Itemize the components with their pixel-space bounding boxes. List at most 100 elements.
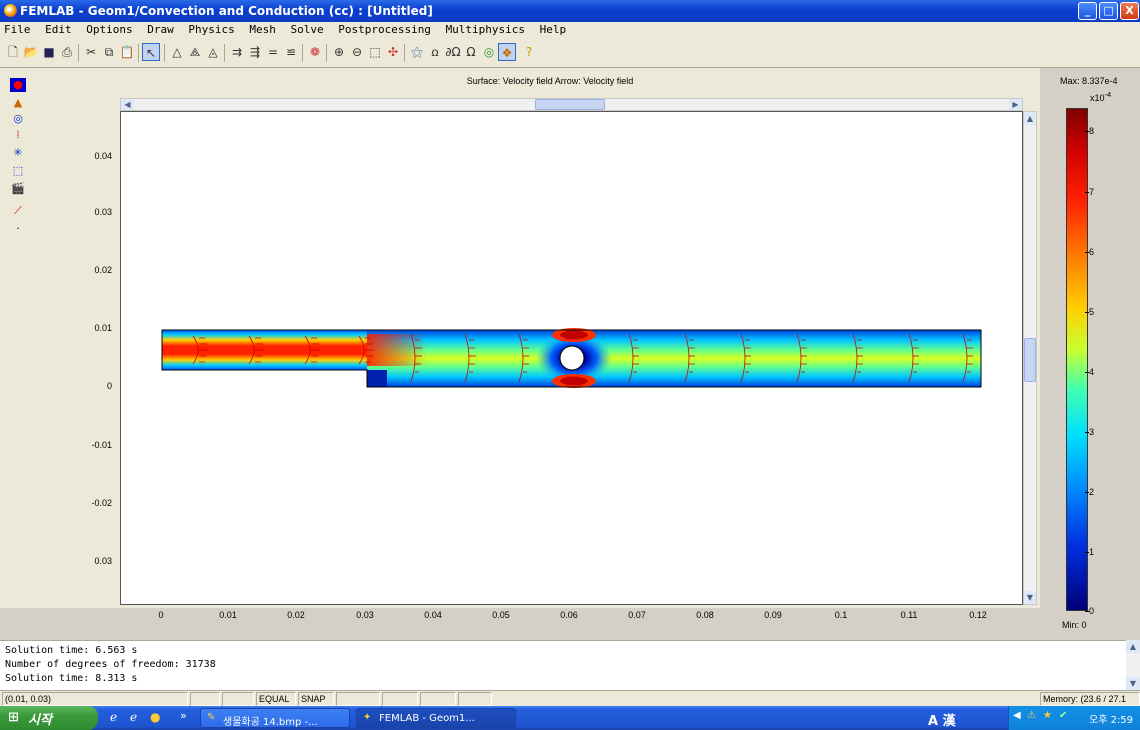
message-scrollbar[interactable]: ▲ ▼ xyxy=(1126,640,1140,690)
colorbar-tick: 8 xyxy=(1084,126,1095,136)
scroll-up-icon[interactable]: ▲ xyxy=(1126,640,1140,653)
status-slot xyxy=(222,692,254,706)
arrow-plot-icon[interactable]: ⁞ xyxy=(16,128,20,141)
scroll-down-icon[interactable]: ▼ xyxy=(1126,677,1140,690)
minimize-button[interactable]: _ xyxy=(1078,2,1097,20)
log-line: Solution time: 6.563 s xyxy=(5,645,138,656)
zoom-in-icon[interactable]: ⊕ xyxy=(333,45,345,59)
mesh-icon[interactable]: ⟁ xyxy=(189,45,201,59)
equal-toggle[interactable]: EQUAL xyxy=(256,692,296,706)
print-icon[interactable]: ⎙ xyxy=(62,45,72,59)
media-icon[interactable]: ● xyxy=(150,710,161,724)
particle-icon[interactable]: ⬚ xyxy=(12,164,24,177)
menu-edit[interactable]: Edit xyxy=(45,23,72,36)
equals-icon[interactable]: = xyxy=(267,45,279,59)
x-tick: 0.02 xyxy=(287,610,305,620)
paste-icon[interactable]: 📋 xyxy=(119,45,135,59)
colorbar-exponent-power: -4 xyxy=(1104,90,1112,99)
menu-help[interactable]: Help xyxy=(539,23,567,36)
tray-icon[interactable]: ★ xyxy=(1043,710,1052,721)
menu-options[interactable]: Options xyxy=(86,23,133,36)
system-tray: ◀ ⚠ ★ ✔ 오후 2:59 xyxy=(1008,706,1140,730)
vertical-scroll-thumb[interactable] xyxy=(1024,338,1036,382)
model-navigator-icon[interactable]: ⚝ xyxy=(411,45,423,59)
maximize-button[interactable]: □ xyxy=(1099,2,1118,20)
postprocess-icon[interactable]: ❖ xyxy=(498,43,516,61)
scroll-right-icon[interactable]: ▶ xyxy=(1009,99,1022,110)
contour-plot-icon[interactable]: ◎ xyxy=(13,112,23,125)
copy-icon[interactable]: ⧉ xyxy=(104,45,114,59)
open-icon[interactable]: 📂 xyxy=(23,45,39,59)
menu-solve[interactable]: Solve xyxy=(290,23,324,36)
step-corner xyxy=(367,370,387,387)
tray-icon[interactable]: ✔ xyxy=(1059,710,1068,721)
plot-parameters-icon[interactable]: ❁ xyxy=(309,45,321,59)
subdomain-settings-icon[interactable]: ꭥ xyxy=(431,45,439,59)
menu-draw[interactable]: Draw xyxy=(147,23,174,36)
task-bmp[interactable]: ✎ 생물화공 14.bmp -... xyxy=(200,708,350,728)
menu-multiphysics[interactable]: Multiphysics xyxy=(445,23,526,36)
status-slot[interactable] xyxy=(458,692,492,706)
help-icon[interactable]: ? xyxy=(525,45,533,59)
zoom-out-icon[interactable]: ⊖ xyxy=(351,45,363,59)
plot-canvas[interactable] xyxy=(120,111,1023,605)
point-icon[interactable]: · xyxy=(16,222,20,235)
clock: 오후 2:59 xyxy=(1089,715,1134,726)
refine-icon[interactable]: ◬ xyxy=(208,45,218,59)
menu-file[interactable]: File xyxy=(4,23,31,36)
status-slot[interactable] xyxy=(336,692,380,706)
paint-icon: ✎ xyxy=(207,712,216,723)
x-tick: 0.03 xyxy=(356,610,374,620)
tray-icon[interactable]: ⚠ xyxy=(1027,710,1036,721)
menu-postprocessing[interactable]: Postprocessing xyxy=(338,23,431,36)
colorbar-tick: 7 xyxy=(1084,187,1095,197)
scroll-up-icon[interactable]: ▲ xyxy=(1024,112,1036,125)
scroll-left-icon[interactable]: ◀ xyxy=(121,99,134,110)
start-label: 시작 xyxy=(28,713,52,728)
task-femlab[interactable]: ✦ FEMLAB - Geom1... xyxy=(356,708,516,728)
line-plot-icon[interactable]: ⟋ xyxy=(14,204,22,217)
physics-boundary-icon[interactable]: ⇶ xyxy=(249,45,261,59)
x-tick: 0.08 xyxy=(696,610,714,620)
vertical-scrollbar[interactable]: ▲ ▼ xyxy=(1023,111,1037,605)
close-button[interactable]: X xyxy=(1120,2,1139,20)
save-icon[interactable]: ■ xyxy=(43,45,55,59)
y-tick: -0.02 xyxy=(91,498,112,508)
streamline-plot-icon[interactable]: ✳ xyxy=(13,146,23,159)
zoom-window-icon[interactable]: ⬚ xyxy=(369,45,381,59)
ie-icon[interactable]: ℯ xyxy=(110,710,118,724)
status-slot[interactable] xyxy=(420,692,456,706)
tray-icon[interactable]: ◀ xyxy=(1013,710,1021,721)
draw-mode-icon[interactable]: △ xyxy=(172,45,182,59)
animate-icon[interactable]: 🎬 xyxy=(11,182,25,195)
surface-plot-icon[interactable]: ● xyxy=(10,78,26,92)
status-slot[interactable] xyxy=(382,692,418,706)
x-tick: 0.06 xyxy=(560,610,578,620)
omega-icon[interactable]: Ω xyxy=(466,45,476,59)
jet-region xyxy=(367,334,427,366)
boundary-settings-icon[interactable]: ∂Ω xyxy=(445,45,461,59)
menu-physics[interactable]: Physics xyxy=(188,23,235,36)
app-icon[interactable] xyxy=(4,4,17,17)
x-tick: 0.11 xyxy=(900,610,918,620)
cut-icon[interactable]: ✂ xyxy=(85,45,97,59)
colorbar-tick: 4 xyxy=(1084,367,1095,377)
horizontal-scrollbar[interactable]: ◀ ▶ xyxy=(120,98,1023,111)
select-icon[interactable]: ↖ xyxy=(142,43,160,61)
ime-indicator[interactable]: A 漢 xyxy=(928,714,956,729)
chevron-right-icon[interactable]: » xyxy=(180,709,187,722)
quicklaunch-icon[interactable]: ℯ xyxy=(130,710,138,724)
snap-toggle[interactable]: SNAP xyxy=(298,692,334,706)
horizontal-scroll-thumb[interactable] xyxy=(535,99,605,110)
scroll-down-icon[interactable]: ▼ xyxy=(1024,591,1036,604)
zoom-extents-icon[interactable]: ✣ xyxy=(387,45,399,59)
boundary-plot-icon[interactable]: ▲ xyxy=(13,96,23,109)
solve-icon[interactable]: ≌ xyxy=(285,45,297,59)
new-icon[interactable]: 🗋 xyxy=(8,45,18,59)
menu-mesh[interactable]: Mesh xyxy=(249,23,276,36)
physics-subdomain-icon[interactable]: ⇉ xyxy=(231,45,243,59)
message-log[interactable]: Solution time: 6.563 s Number of degrees… xyxy=(0,640,1140,690)
start-button[interactable]: ⊞ 시작 xyxy=(0,706,98,730)
mesh-settings-icon[interactable]: ◎ xyxy=(483,45,495,59)
log-line: Number of degrees of freedom: 31738 xyxy=(5,659,216,670)
